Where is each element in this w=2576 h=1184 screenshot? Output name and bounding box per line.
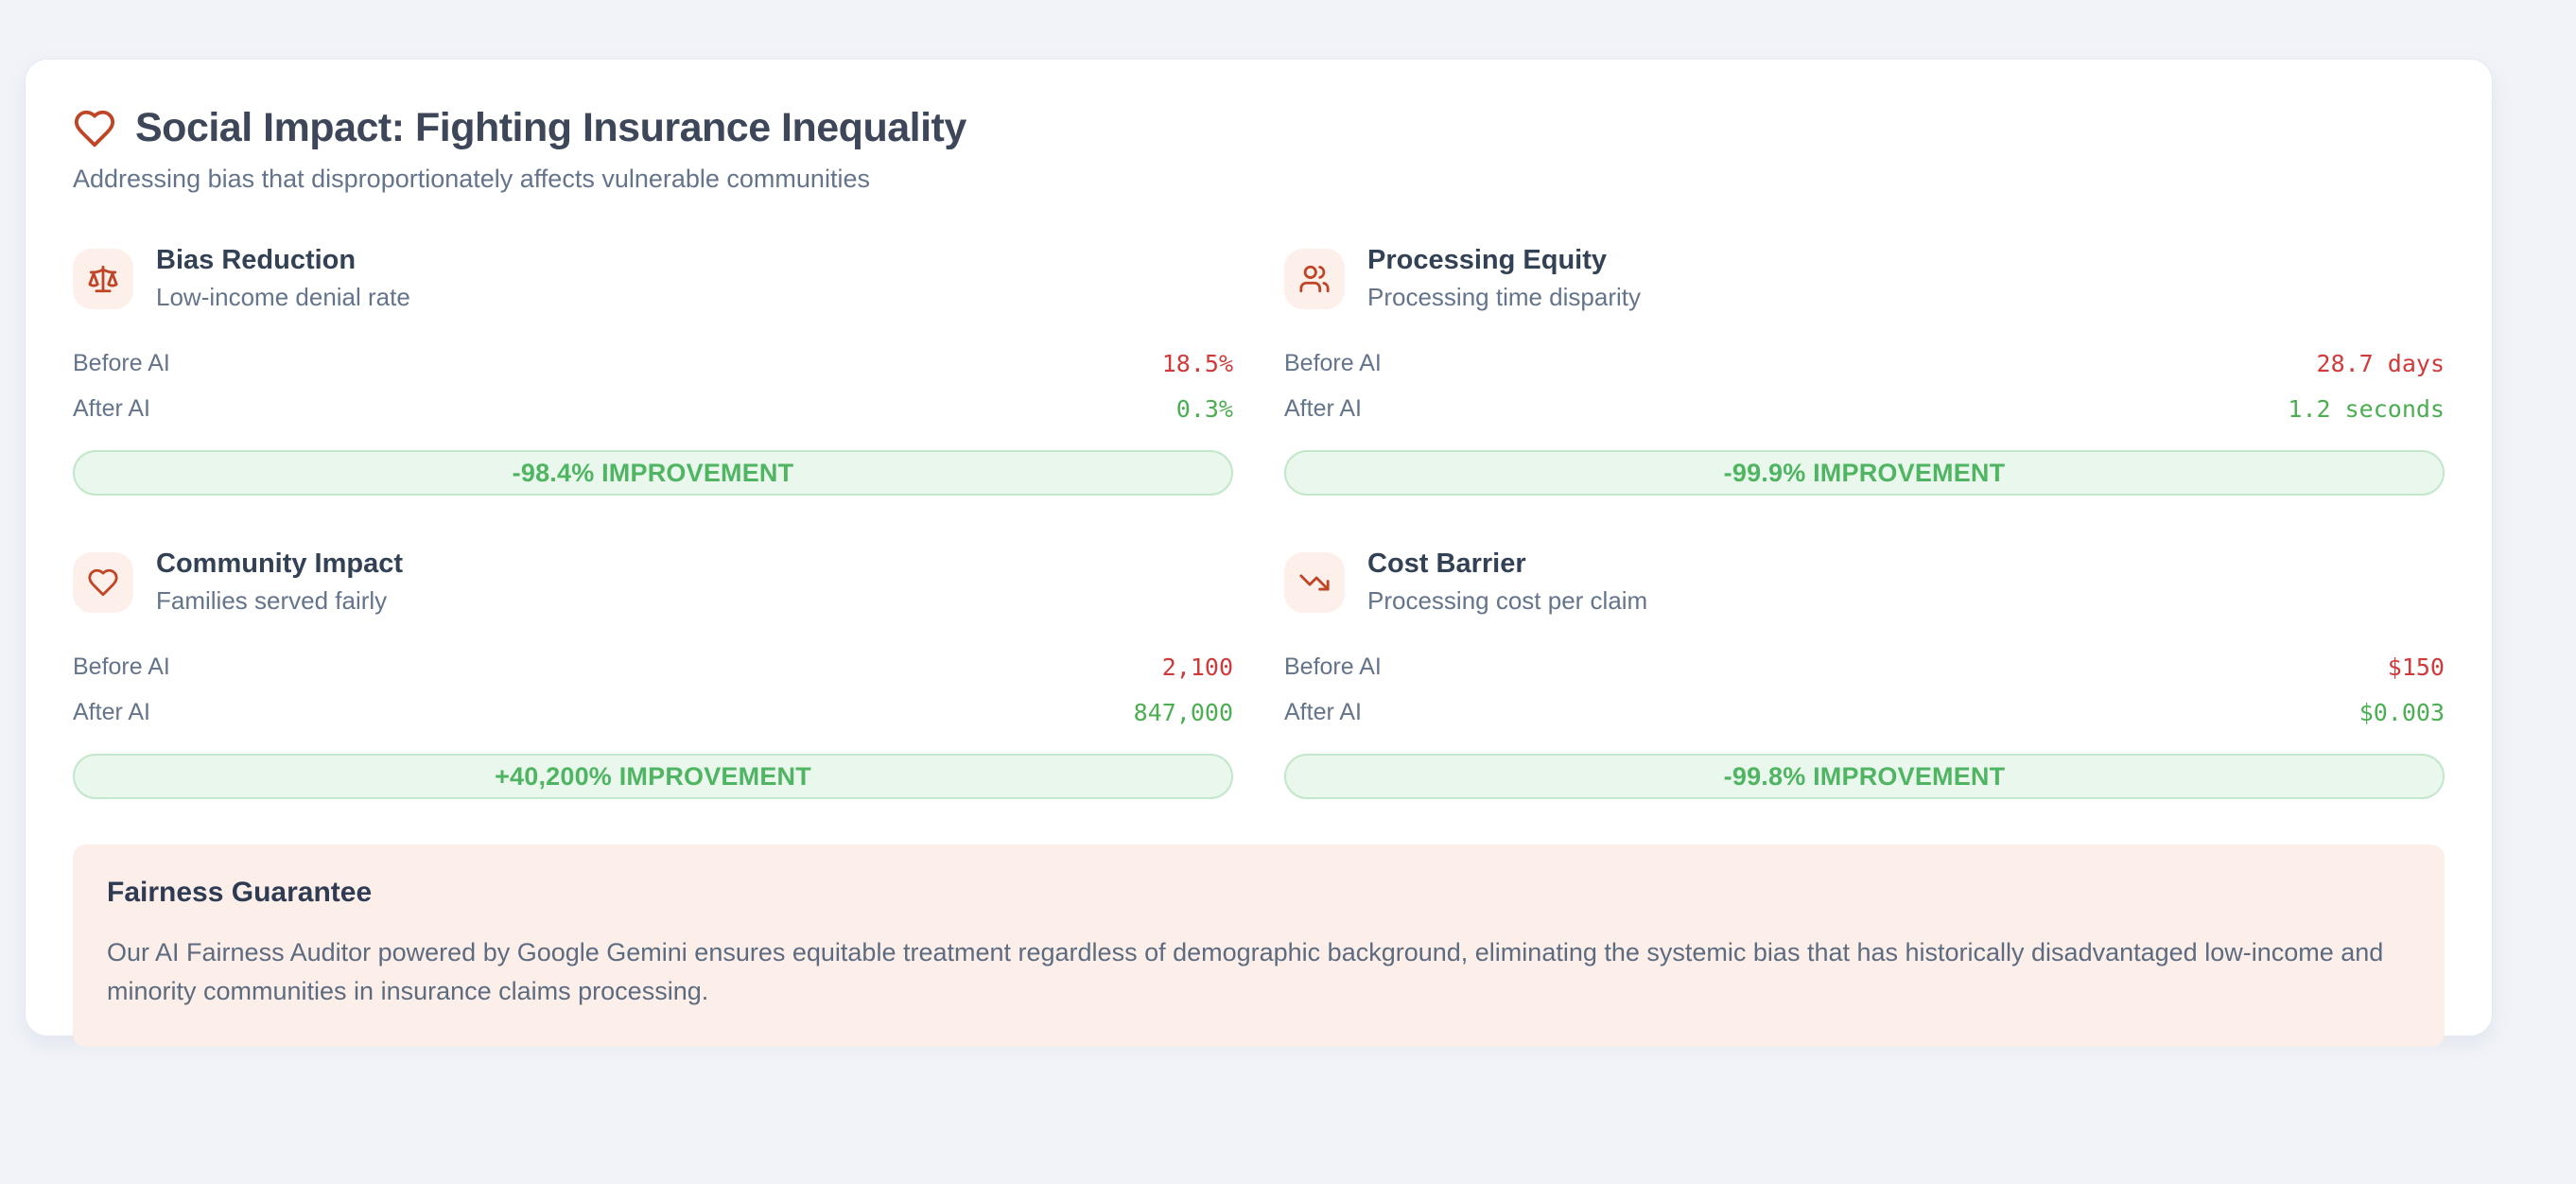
users-icon <box>1299 265 1330 292</box>
before-ai-value: 18.5% <box>1161 349 1233 377</box>
improvement-badge: -99.9% IMPROVEMENT <box>1284 450 2445 496</box>
social-impact-panel: Social Impact: Fighting Insurance Inequa… <box>25 59 2493 1047</box>
improvement-badge: -99.8% IMPROVEMENT <box>1284 754 2445 799</box>
metric-subtitle: Families served fairly <box>156 586 388 615</box>
before-ai-row: Before AI 18.5% <box>73 340 1233 386</box>
before-ai-label: Before AI <box>1284 349 1382 376</box>
metric-header: Community Impact Families served fairly <box>73 548 1233 616</box>
before-ai-row: Before AI 28.7 days <box>1284 340 2445 386</box>
metric-title: Cost Barrier <box>1367 548 1526 579</box>
metric-card-processing-equity: Processing Equity Processing time dispar… <box>1284 245 2445 496</box>
scale-icon <box>88 265 118 292</box>
before-ai-row: Before AI $150 <box>1284 644 2445 689</box>
heart-icon <box>88 568 118 596</box>
after-ai-label: After AI <box>1284 698 1362 725</box>
after-ai-label: After AI <box>73 394 150 422</box>
after-ai-value: 1.2 seconds <box>2288 394 2445 423</box>
metric-card-community-impact: Community Impact Families served fairly … <box>73 548 1233 799</box>
before-ai-row: Before AI 2,100 <box>73 644 1233 689</box>
before-ai-value: $150 <box>2387 653 2445 681</box>
before-ai-label: Before AI <box>1284 653 1382 680</box>
after-ai-row: After AI 1.2 seconds <box>1284 386 2445 431</box>
metrics-grid: Bias Reduction Low-income denial rate Be… <box>73 245 2445 799</box>
metric-subtitle: Processing time disparity <box>1367 283 1641 311</box>
page-subtitle: Addressing bias that disproportionately … <box>73 165 870 193</box>
after-ai-value: 0.3% <box>1175 394 1233 423</box>
after-ai-label: After AI <box>73 698 150 725</box>
improvement-badge: -98.4% IMPROVEMENT <box>73 450 1233 496</box>
fairness-guarantee-body: Our AI Fairness Auditor powered by Googl… <box>107 938 2384 1005</box>
trending-down-icon <box>1299 574 1330 590</box>
improvement-badge: +40,200% IMPROVEMENT <box>73 754 1233 799</box>
metric-subtitle: Processing cost per claim <box>1367 586 1648 615</box>
before-ai-value: 28.7 days <box>2316 349 2445 377</box>
fairness-guarantee-box: Fairness Guarantee Our AI Fairness Audit… <box>73 844 2445 1047</box>
after-ai-row: After AI 0.3% <box>73 386 1233 431</box>
icon-badge <box>73 248 133 309</box>
metric-title: Processing Equity <box>1367 245 1608 275</box>
icon-badge <box>73 551 133 613</box>
after-ai-row: After AI 847,000 <box>73 689 1233 735</box>
before-ai-value: 2,100 <box>1161 653 1233 681</box>
metric-header: Bias Reduction Low-income denial rate <box>73 245 1233 312</box>
metric-card-cost-barrier: Cost Barrier Processing cost per claim B… <box>1284 548 2445 799</box>
heart-icon <box>74 110 115 147</box>
fairness-guarantee-title: Fairness Guarantee <box>107 877 373 908</box>
after-ai-label: After AI <box>1284 394 1362 422</box>
metric-header: Processing Equity Processing time dispar… <box>1284 245 2445 312</box>
after-ai-value: $0.003 <box>2358 698 2445 726</box>
after-ai-row: After AI $0.003 <box>1284 689 2445 735</box>
icon-badge <box>1284 248 1345 309</box>
after-ai-value: 847,000 <box>1133 698 1233 726</box>
panel-header: Social Impact: Fighting Insurance Inequa… <box>73 105 2445 151</box>
page-title: Social Impact: Fighting Insurance Inequa… <box>135 105 966 150</box>
metric-header: Cost Barrier Processing cost per claim <box>1284 548 2445 616</box>
before-ai-label: Before AI <box>73 653 170 680</box>
metric-subtitle: Low-income denial rate <box>156 283 410 311</box>
metric-title: Bias Reduction <box>156 245 357 275</box>
before-ai-label: Before AI <box>73 349 170 376</box>
metric-title: Community Impact <box>156 548 404 579</box>
icon-badge <box>1284 551 1345 613</box>
metric-card-bias-reduction: Bias Reduction Low-income denial rate Be… <box>73 245 1233 496</box>
